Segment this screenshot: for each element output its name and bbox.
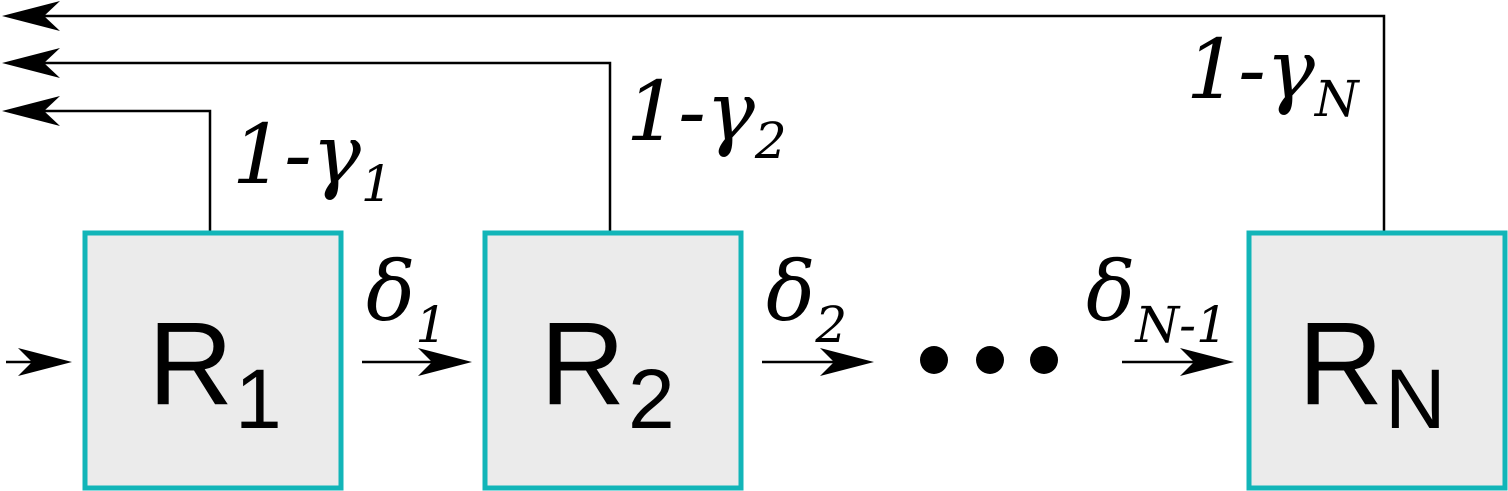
- node-r1-letter: R: [148, 298, 233, 430]
- transition-label-1: δ1: [366, 245, 447, 354]
- feedback-label-1: 1-γ1: [232, 108, 393, 213]
- feedback-label-2-symbol: γ: [706, 65, 756, 160]
- feedback-label-n: 1-γN: [1186, 23, 1361, 128]
- node-r2-letter: R: [540, 298, 625, 430]
- node-r2-subscript: 2: [628, 352, 675, 446]
- feedback-wire-n: [30, 14, 1386, 232]
- feedback-arrowhead-n: [2, 1, 60, 31]
- transition-label-n-1-symbol: δ: [1086, 245, 1135, 340]
- ellipsis-dot: [920, 346, 948, 374]
- transition-label-n-1-subscript: N-1: [1134, 296, 1227, 354]
- transition-label-1-symbol: δ: [366, 245, 415, 340]
- transition-label-2: δ2: [766, 245, 847, 354]
- ellipsis-dot: [976, 346, 1004, 374]
- node-r1-subscript: 1: [235, 352, 282, 446]
- transition-label-2-symbol: δ: [766, 245, 815, 340]
- feedback-label-n-subscript: N: [1314, 70, 1361, 128]
- node-rn: R N: [1246, 230, 1508, 491]
- feedback-label-n-prefix: 1-: [1186, 23, 1266, 118]
- feedback-wire-2: [30, 61, 612, 232]
- feedback-label-1-prefix: 1-: [232, 108, 312, 203]
- transition-arrowhead-n-1: [1180, 348, 1234, 376]
- feedback-arrowhead-1: [2, 96, 60, 126]
- transition-label-n-1: δN-1: [1086, 245, 1228, 354]
- feedback-label-2-prefix: 1-: [626, 65, 706, 160]
- feedback-label-1-subscript: 1: [361, 155, 393, 213]
- feedback-arrowhead-2: [2, 48, 60, 78]
- feedback-label-2-subscript: 2: [754, 112, 787, 170]
- transition-arrowhead-1: [418, 348, 472, 376]
- transition-label-2-subscript: 2: [814, 296, 847, 354]
- transition-label-1-subscript: 1: [415, 296, 447, 354]
- node-rn-letter: R: [1298, 298, 1383, 430]
- transition-arrowhead-2: [820, 348, 874, 376]
- input-arrowhead: [18, 348, 72, 376]
- feedback-label-n-symbol: γ: [1266, 23, 1316, 118]
- node-r2: R 2: [482, 230, 744, 491]
- node-rn-subscript: N: [1385, 352, 1446, 446]
- feedback-label-1-symbol: γ: [312, 108, 362, 203]
- feedback-label-2: 1-γ2: [626, 65, 787, 170]
- feedback-wire-1: [30, 109, 212, 232]
- ellipsis-dot: [1030, 346, 1058, 374]
- node-r1: R 1: [82, 230, 344, 491]
